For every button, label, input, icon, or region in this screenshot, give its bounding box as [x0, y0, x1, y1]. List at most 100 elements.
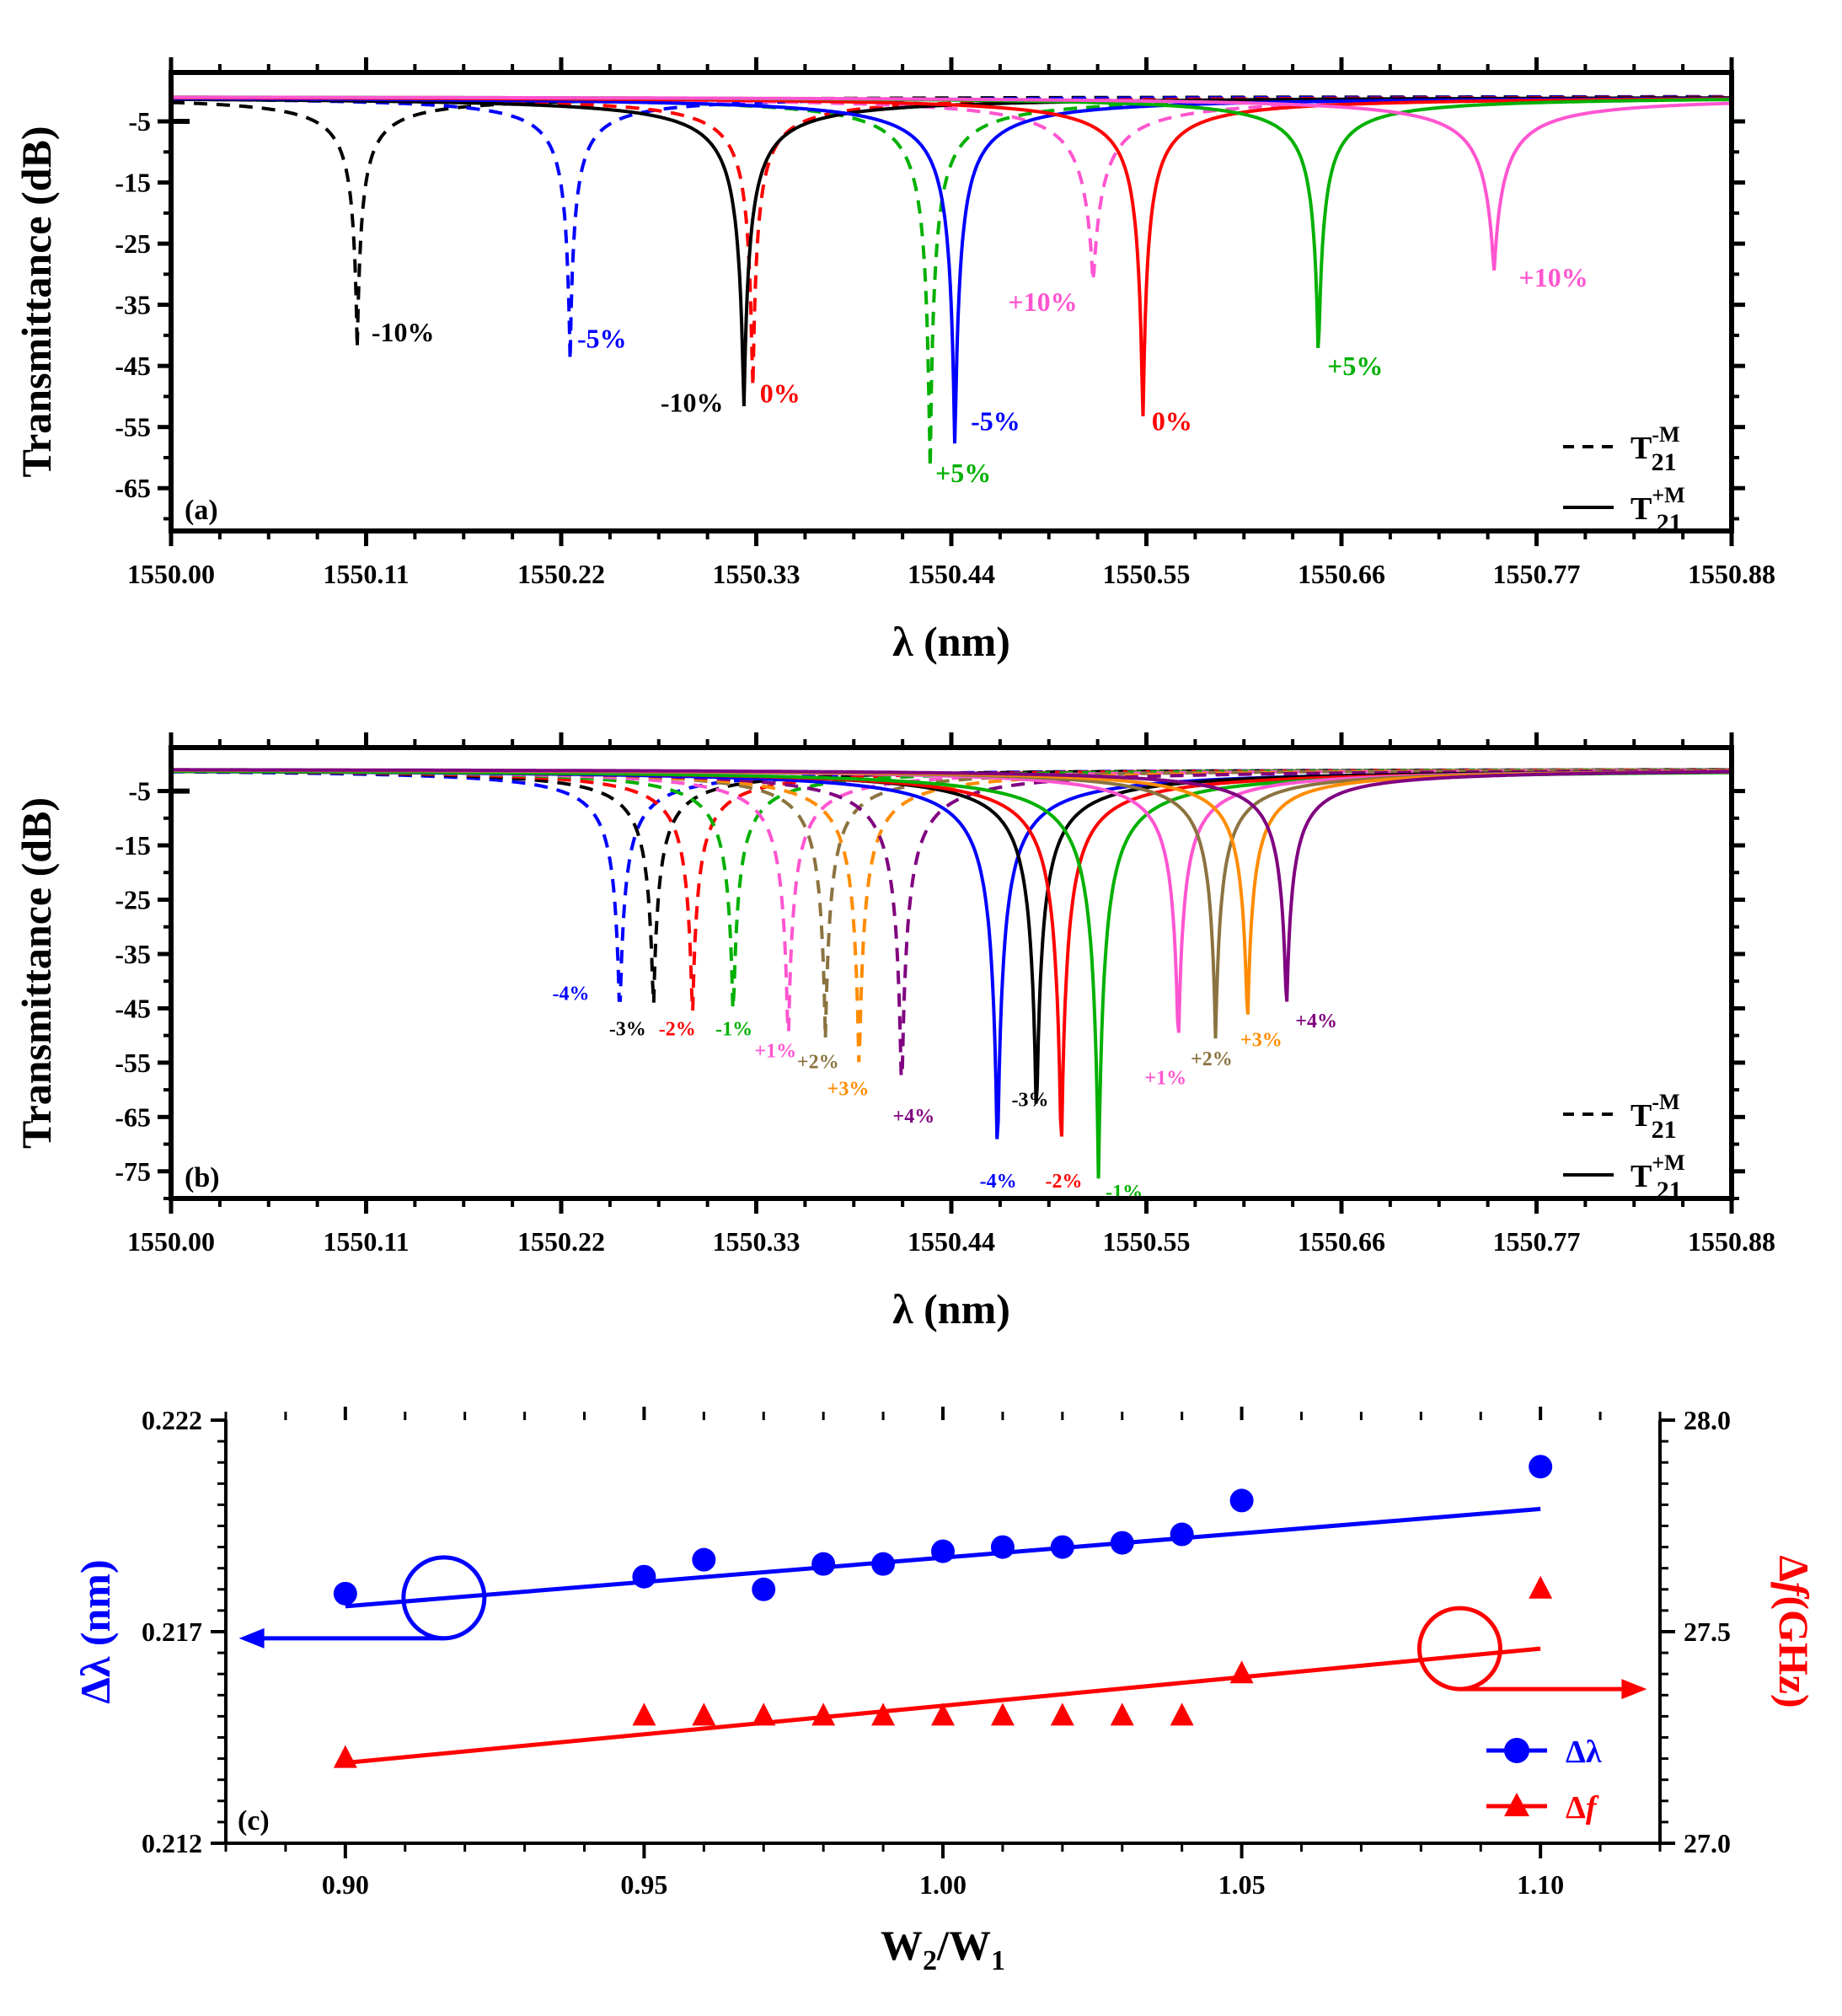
panel-a-y-axis-title: Transmittance (dB)	[13, 126, 60, 477]
data-point-df	[1529, 1575, 1553, 1599]
series-curve-11	[171, 769, 1732, 1179]
y-tick-label: -5	[128, 106, 151, 137]
panel-b-label: (b)	[185, 1162, 220, 1193]
panel-b-y-axis-title: Transmittance (dB)	[13, 797, 60, 1149]
x-title-sub1: 1	[991, 1945, 1005, 1976]
series-label-12: +1%	[1144, 1068, 1186, 1090]
series-label-7: +4%	[893, 1106, 935, 1128]
series-label-3: +5%	[935, 458, 991, 488]
data-point-dlambda	[1170, 1522, 1194, 1547]
data-point-dlambda	[1110, 1531, 1134, 1555]
legend-sup: -M	[1652, 422, 1679, 447]
x-tick-label: 0.95	[620, 1869, 667, 1900]
data-point-dlambda	[632, 1564, 656, 1589]
panel-c-axes: 0.90 0.95 1.00 1.05 1.10 0.212 0.217 0.222 27.0 2…	[142, 1405, 1731, 1900]
series-curve-10	[171, 769, 1732, 1137]
panel-c-chart: 0.90 0.95 1.00 1.05 1.10 0.212 0.217 0.222 27.0 2…	[72, 1405, 1818, 1976]
series-curve-3	[171, 768, 1732, 1009]
y-right-tick-label: 27.5	[1684, 1617, 1731, 1647]
legend-label-0: T-M 21	[1630, 1090, 1680, 1144]
series-label-8: -4%	[980, 1171, 1017, 1193]
legend-sup: +M	[1652, 1150, 1684, 1175]
y-tick-label: -15	[115, 168, 151, 198]
series-curve-14	[171, 768, 1732, 1015]
series-label-7: 0%	[1152, 405, 1192, 436]
data-point-dlambda	[1529, 1455, 1553, 1479]
panel-c-markers	[333, 1455, 1553, 1768]
x-tick-label: 1550.22	[517, 559, 605, 589]
data-point-df	[1050, 1702, 1074, 1726]
legend-label-0: T-M 21	[1630, 422, 1680, 476]
series-curve-13	[171, 768, 1732, 1039]
series-curve-4	[171, 768, 1732, 1032]
series-label-6: +3%	[827, 1079, 870, 1101]
x-title-slash-w: /W	[936, 1922, 991, 1969]
y-tick-label: -65	[115, 1102, 151, 1132]
series-label-0: -10%	[372, 317, 435, 347]
legend-italic: f	[1586, 1790, 1599, 1826]
panel-a-label: (a)	[185, 495, 218, 526]
panel-a-curves	[171, 94, 1732, 468]
x-tick-label: 1550.33	[713, 1226, 801, 1257]
legend-main: Δ	[1566, 1790, 1586, 1826]
x-tick-label: 1550.11	[323, 559, 409, 589]
series-curve-5	[171, 768, 1732, 1039]
series-label-4: +1%	[754, 1040, 796, 1062]
y-right-delta: Δ	[1770, 1555, 1818, 1581]
panel-b-legend: T-M 21 T+M 21	[1563, 1090, 1685, 1204]
x-tick-label: 1550.00	[127, 559, 215, 589]
y-tick-label: -55	[115, 1048, 151, 1078]
data-point-df	[752, 1702, 776, 1726]
x-tick-label: 1550.11	[323, 1226, 409, 1257]
panel-c-y-right-title: Δf(GHz)	[1770, 1555, 1818, 1708]
y-right-tick-label: 28.0	[1684, 1405, 1731, 1435]
panel-c-x-axis-title: W2/W1	[881, 1922, 1005, 1976]
right-axis-indicator-circle	[1416, 1606, 1502, 1692]
panel-b-annotations: -4%-3% -2% -1%+1% +2%+3%+4%-4%-3%-2% -1%+1%+…	[552, 984, 1336, 1204]
panel-a-ticks: 1550.00 1550.11 1550.22 1550.33 1550.44 1550.…	[115, 57, 1775, 589]
data-point-dlambda	[990, 1535, 1015, 1559]
legend-main: T	[1630, 491, 1652, 527]
y-tick-label: -35	[115, 290, 151, 320]
x-tick-label: 1550.88	[1688, 1226, 1775, 1257]
y-tick-label: -55	[115, 412, 151, 442]
legend-sup: +M	[1652, 483, 1684, 507]
data-point-df	[1170, 1702, 1194, 1726]
data-point-dlambda	[1229, 1488, 1254, 1513]
y-tick-label: -65	[115, 473, 151, 503]
series-curve-15	[171, 768, 1732, 1002]
x-tick-label: 1550.00	[127, 1226, 215, 1257]
series-label-0: -4%	[552, 984, 589, 1005]
series-label-9: +10%	[1518, 262, 1588, 292]
data-point-df	[692, 1702, 716, 1726]
x-tick-label: 1550.66	[1298, 559, 1385, 589]
panel-b-x-axis-title: λ (nm)	[892, 1285, 1010, 1332]
series-curve-9	[171, 95, 1732, 271]
y-left-tick-label: 0.212	[142, 1828, 202, 1858]
legend-sub: 21	[1657, 509, 1682, 537]
data-point-df	[811, 1702, 836, 1726]
data-point-df	[871, 1702, 896, 1726]
y-tick-label: -5	[128, 776, 151, 807]
data-point-dlambda	[931, 1539, 955, 1563]
legend-main: T	[1630, 431, 1652, 466]
left-arrowhead	[238, 1627, 265, 1649]
data-point-df	[632, 1702, 656, 1726]
legend-label-1: T+M 21	[1630, 483, 1685, 537]
x-tick-label: 0.90	[322, 1869, 369, 1900]
x-tick-label: 1550.33	[713, 559, 801, 589]
data-point-dlambda	[1050, 1535, 1074, 1559]
panel-a-chart: -10% -5% 0% +5% +10% -10% -5% 0% +5% +10% 1550.00…	[13, 57, 1775, 665]
right-arrowhead	[1621, 1679, 1647, 1700]
y-right-tick-label: 27.0	[1684, 1828, 1731, 1858]
legend-marker-triangle	[1504, 1793, 1529, 1816]
legend-main: Δλ	[1566, 1735, 1602, 1770]
x-tick-label: 1550.44	[908, 1226, 995, 1257]
legend-sup: -M	[1652, 1090, 1679, 1114]
legend-sub: 21	[1652, 1116, 1677, 1144]
panel-a-legend: T-M 21T+M 21	[1563, 422, 1685, 537]
y-left-tick-label: 0.217	[142, 1617, 202, 1647]
series-label-8: +5%	[1327, 351, 1383, 381]
legend-label-1: T+M 21	[1630, 1150, 1685, 1204]
